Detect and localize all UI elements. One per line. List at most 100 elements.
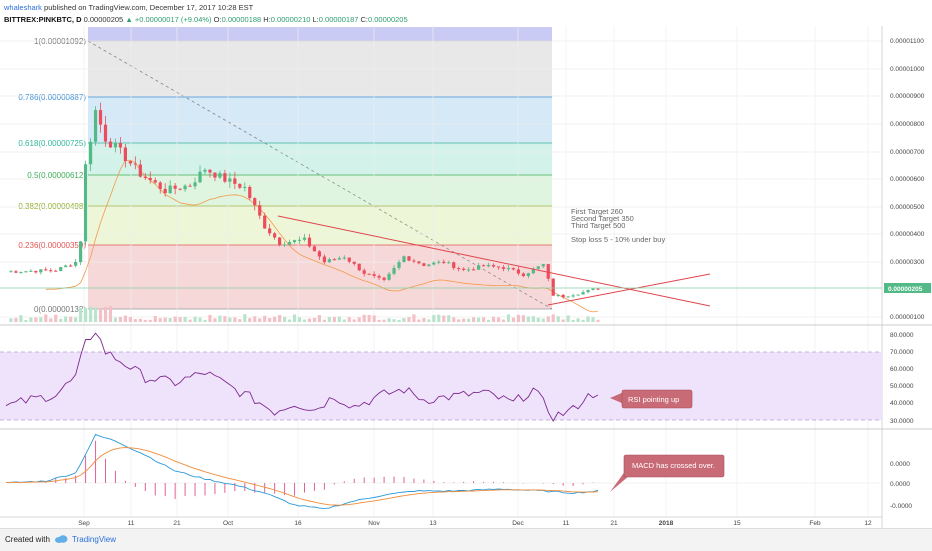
candle-body [54, 270, 58, 272]
volume-bar [208, 314, 212, 322]
volume-bar [148, 319, 152, 322]
volume-bar [576, 318, 580, 322]
macd-tick: 0.0000 [890, 481, 910, 488]
macd-tick: 0.0000 [890, 461, 910, 468]
volume-bar [506, 314, 511, 322]
volume-bar [282, 316, 287, 322]
candle-body [292, 240, 297, 243]
candle-body [307, 237, 312, 247]
volume-bar [83, 307, 88, 322]
close-value: 0.00000205 [368, 15, 408, 24]
volume-bar [263, 315, 267, 322]
volume-bar [153, 316, 157, 322]
candle-body [427, 264, 431, 266]
high-label: H: [263, 15, 271, 24]
open-value: 0.00000188 [221, 15, 262, 24]
volume-bar [268, 317, 272, 322]
volume-bar [253, 316, 257, 322]
volume-bar [193, 316, 197, 322]
volume-bar [49, 318, 53, 322]
candle-body [34, 270, 38, 273]
candle-body [467, 269, 471, 271]
volume-bar [203, 319, 207, 322]
note-second-target: Second Target 350 [571, 214, 634, 223]
candle-body [193, 182, 197, 187]
fib-band-0382 [88, 206, 552, 245]
candle-body [481, 265, 486, 267]
macd-signal-line [5, 447, 599, 506]
candle-body [447, 262, 451, 264]
volume-bar [59, 318, 63, 322]
candle-body [113, 143, 118, 148]
volume-bar [551, 314, 555, 322]
fib-band-top [88, 27, 552, 41]
publish-line: whaleshark published on TradingView.com,… [4, 2, 253, 13]
volume-bar [367, 314, 371, 322]
targets-note: First Target 260 Second Target 350 Third… [571, 207, 665, 244]
grid-lines [0, 40, 882, 318]
volume-bar [233, 317, 237, 322]
rsi-tick: 60.0000 [890, 366, 914, 373]
volume-bar [501, 319, 506, 322]
macd-line [5, 433, 599, 509]
candle-body [501, 267, 506, 269]
volume-bar [128, 317, 132, 322]
candle-body [591, 288, 595, 290]
rsi-callout-text: RSI pointing up [628, 395, 679, 404]
low-label: L: [312, 15, 319, 24]
volume-bar [352, 319, 356, 322]
candle-body [342, 257, 346, 259]
volume-bar [297, 317, 302, 322]
volume-bar [362, 314, 366, 322]
volume-bar [511, 317, 516, 322]
volume-bar [467, 318, 471, 322]
candle-body [223, 173, 227, 182]
volume-bar [382, 319, 386, 322]
candle-body [243, 186, 247, 188]
volume-bar [586, 316, 590, 322]
candle-body [218, 173, 222, 178]
created-with-label: Created with [5, 535, 50, 544]
candle-body [188, 185, 192, 187]
candle-body [367, 273, 371, 275]
volume-bar [258, 318, 262, 322]
author-link[interactable]: whaleshark [4, 3, 42, 12]
fib-trend-line [87, 40, 553, 310]
price-chart[interactable]: 1(0.00001092) 0.786(0.00000887) 0.618(0.… [0, 26, 932, 528]
time-tick: 2018 [659, 520, 674, 527]
candle-body [541, 264, 545, 267]
candle-body [571, 295, 575, 297]
candle-body [302, 237, 307, 240]
tradingview-link[interactable]: TradingView [72, 535, 117, 544]
candle-body [417, 261, 421, 264]
price-tick: 0.00000600 [890, 176, 925, 183]
candle-body [402, 256, 406, 263]
volume-bar [218, 315, 222, 322]
descending-trendline [277, 215, 711, 307]
volume-bar [19, 315, 23, 322]
current-price-badge [884, 283, 931, 293]
ascending-trendline [547, 273, 711, 306]
time-tick: 11 [563, 520, 570, 527]
volume-bar [402, 318, 406, 322]
candle-body [158, 182, 162, 189]
time-axis[interactable]: Sep 11 21 Oct 16 Nov 13 Dec 11 21 2018 1… [78, 520, 872, 527]
volume-bar [163, 317, 167, 322]
candle-body [332, 259, 336, 261]
volume-bar [412, 314, 416, 322]
volume-bar [332, 316, 336, 322]
rsi-callout: RSI pointing up [610, 389, 693, 409]
price-axis[interactable]: 0.00001100 0.00001000 0.00000900 0.00000… [890, 38, 925, 321]
volume-bar [103, 307, 108, 322]
candle-body [49, 270, 53, 272]
volume-bar [397, 319, 401, 322]
volume-bar [462, 318, 466, 322]
macd-callout-text: MACD has crossed over. [632, 461, 715, 470]
price-tick: 0.00000300 [890, 259, 925, 266]
rsi-tick: 80.0000 [890, 332, 914, 339]
volume-bar [452, 317, 456, 322]
fib-label-0382: 0.382(0.00000498) [18, 202, 86, 211]
close-label: C: [360, 15, 369, 24]
volume-bar [54, 314, 58, 322]
time-tick: 11 [128, 520, 135, 527]
